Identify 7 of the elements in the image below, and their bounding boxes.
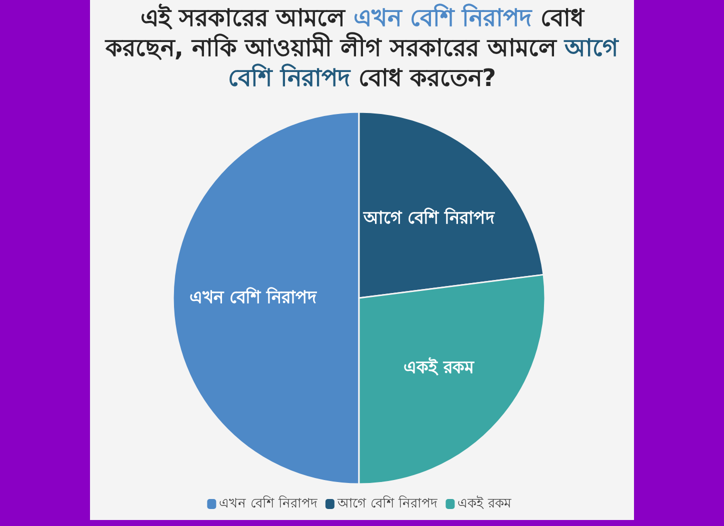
legend-label: একই রকম [458, 496, 512, 512]
legend-label: আগে বেশি নিরাপদ [336, 496, 438, 512]
slice-label: একই রকম [404, 357, 474, 378]
slice-label: এখন বেশি নিরাপদ [190, 286, 318, 308]
slice-label: আগে বেশি নিরাপদ [362, 206, 496, 228]
chart-title: এই সরকারের আমলে এখন বেশি নিরাপদ বোধ করছেন, নাকি আওয়ামী লীগ সরকারের আমলে আগে বেশি নিরাপদ বোধ করতেন? [105, 4, 619, 92]
legend-label: এখন বেশি নিরাপদ [219, 496, 318, 512]
